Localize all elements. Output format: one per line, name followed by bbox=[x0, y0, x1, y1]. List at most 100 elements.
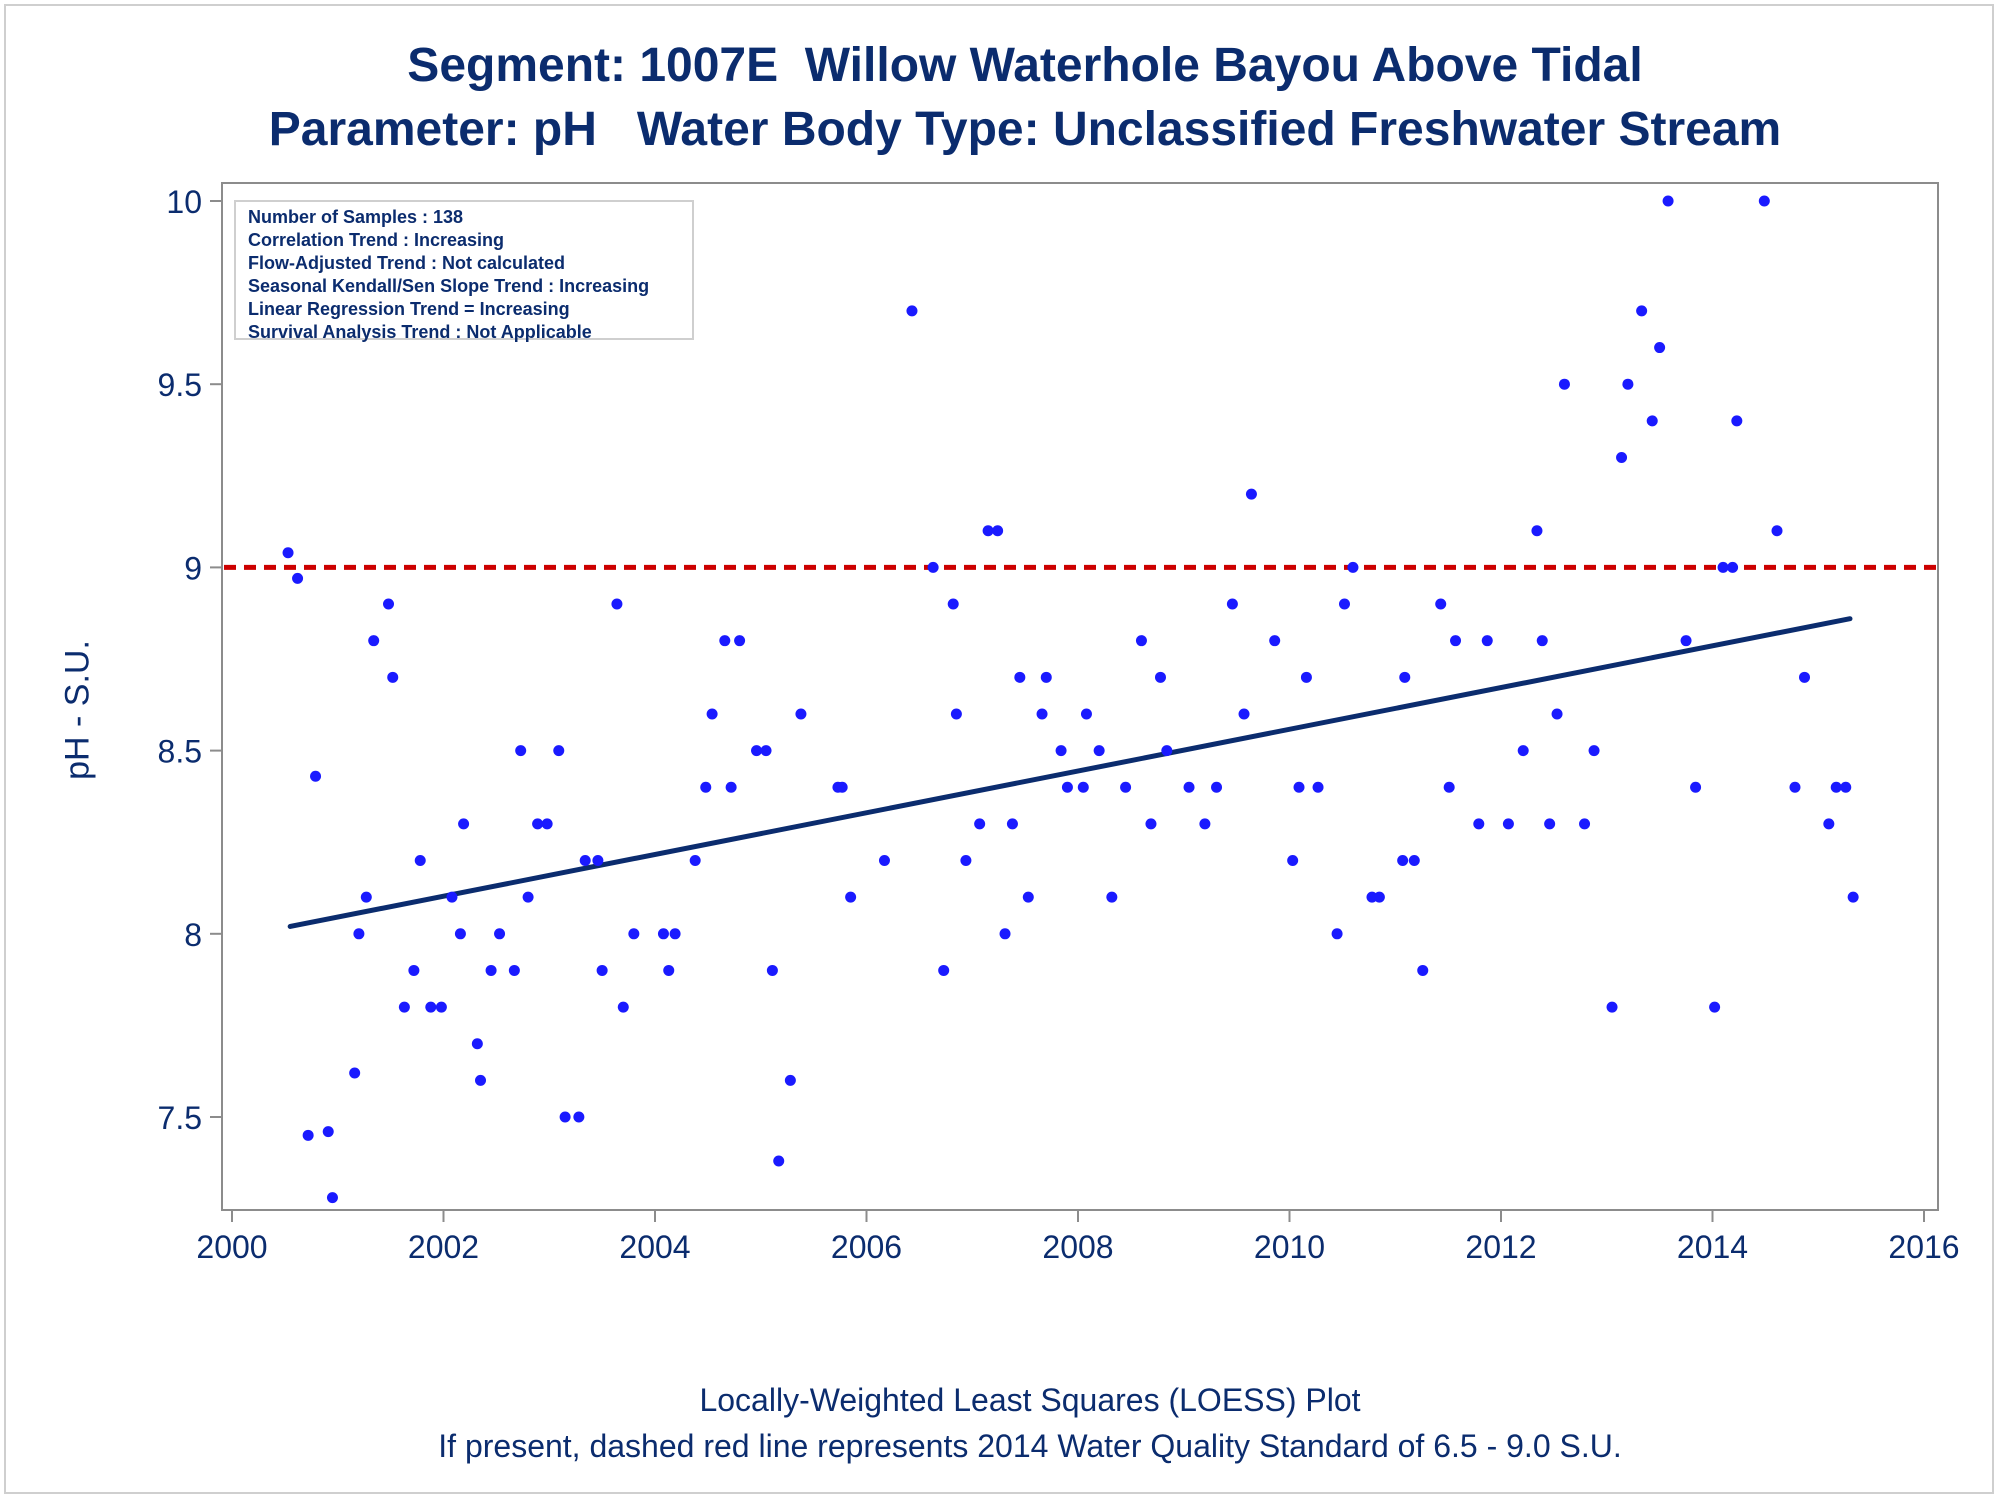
data-point bbox=[1830, 781, 1842, 793]
data-point bbox=[1758, 195, 1770, 207]
data-point bbox=[700, 781, 712, 793]
data-point bbox=[1269, 635, 1281, 647]
data-point bbox=[1558, 378, 1570, 390]
data-point bbox=[592, 855, 604, 867]
data-point bbox=[1435, 598, 1447, 610]
x-tick-label: 2010 bbox=[1254, 1229, 1325, 1265]
data-point bbox=[836, 781, 848, 793]
data-point bbox=[1120, 781, 1132, 793]
data-point bbox=[1606, 1001, 1618, 1013]
data-point bbox=[1080, 708, 1092, 720]
data-point bbox=[1014, 671, 1026, 683]
footnote-standard: If present, dashed red line represents 2… bbox=[438, 1428, 1622, 1464]
data-point bbox=[719, 635, 731, 647]
data-point bbox=[1481, 635, 1493, 647]
data-point bbox=[663, 964, 675, 976]
data-point bbox=[353, 928, 365, 940]
data-point bbox=[1183, 781, 1195, 793]
data-point bbox=[1145, 818, 1157, 830]
data-point bbox=[1622, 378, 1634, 390]
data-point bbox=[1077, 781, 1089, 793]
data-point bbox=[1690, 781, 1702, 793]
y-axis-label: pH - S.U. bbox=[58, 640, 97, 780]
data-point bbox=[1717, 561, 1729, 573]
y-tick-label: 8.5 bbox=[158, 734, 202, 770]
data-point bbox=[1199, 818, 1211, 830]
data-point bbox=[766, 964, 778, 976]
x-tick-label: 2014 bbox=[1677, 1229, 1748, 1265]
stat-seasonal-kendall-trend: Seasonal Kendall/Sen Slope Trend : Incre… bbox=[248, 276, 650, 296]
data-point bbox=[1287, 855, 1299, 867]
data-point bbox=[1331, 928, 1343, 940]
data-point bbox=[485, 964, 497, 976]
data-point bbox=[1036, 708, 1048, 720]
data-point bbox=[573, 1111, 585, 1123]
data-point bbox=[773, 1155, 785, 1167]
x-tick-label: 2004 bbox=[619, 1229, 690, 1265]
footnote-loess: Locally-Weighted Least Squares (LOESS) P… bbox=[699, 1382, 1361, 1418]
chart-frame bbox=[4, 4, 1994, 1494]
stat-correlation-trend: Correlation Trend : Increasing bbox=[248, 230, 505, 250]
data-point bbox=[1093, 745, 1105, 757]
data-point bbox=[1238, 708, 1250, 720]
plot-area-border bbox=[221, 182, 1939, 1211]
data-point bbox=[689, 855, 701, 867]
data-point bbox=[435, 1001, 447, 1013]
data-point bbox=[1517, 745, 1529, 757]
data-point bbox=[927, 561, 939, 573]
data-point bbox=[368, 635, 380, 647]
data-point bbox=[1373, 891, 1385, 903]
data-point bbox=[999, 928, 1011, 940]
data-point bbox=[1636, 305, 1648, 317]
data-point bbox=[1502, 818, 1514, 830]
stat-sample-count: Number of Samples : 138 bbox=[248, 207, 464, 227]
data-point bbox=[446, 891, 458, 903]
x-tick-label: 2012 bbox=[1465, 1229, 1536, 1265]
data-point bbox=[454, 928, 466, 940]
data-point bbox=[960, 855, 972, 867]
data-point bbox=[494, 928, 506, 940]
chart-title: Segment: 1007E Willow Waterhole Bayou Ab… bbox=[407, 39, 1643, 92]
y-tick-label: 9.5 bbox=[158, 367, 202, 403]
data-point bbox=[1847, 891, 1859, 903]
data-point bbox=[596, 964, 608, 976]
data-point bbox=[1840, 781, 1852, 793]
data-point bbox=[1789, 781, 1801, 793]
data-point bbox=[706, 708, 718, 720]
stat-linear-regression-trend: Linear Regression Trend = Increasing bbox=[248, 299, 570, 319]
stat-flow-adjusted-trend: Flow-Adjusted Trend : Not calculated bbox=[248, 253, 566, 273]
data-point bbox=[1040, 671, 1052, 683]
loess-trend-line bbox=[287, 616, 1853, 929]
data-point bbox=[760, 745, 772, 757]
data-point bbox=[611, 598, 623, 610]
data-point bbox=[1211, 781, 1223, 793]
data-point bbox=[1006, 818, 1018, 830]
y-tick-label: 7.5 bbox=[158, 1100, 202, 1136]
data-point bbox=[1022, 891, 1034, 903]
data-point bbox=[508, 964, 520, 976]
data-point bbox=[1616, 451, 1628, 463]
data-point bbox=[1293, 781, 1305, 793]
data-point bbox=[617, 1001, 629, 1013]
data-point bbox=[784, 1074, 796, 1086]
data-point bbox=[1727, 561, 1739, 573]
data-point bbox=[471, 1038, 483, 1050]
data-point bbox=[1654, 342, 1666, 354]
data-point bbox=[1536, 635, 1548, 647]
data-point bbox=[458, 818, 470, 830]
data-point bbox=[1799, 671, 1811, 683]
data-point bbox=[532, 818, 544, 830]
data-point bbox=[522, 891, 534, 903]
data-point bbox=[1399, 671, 1411, 683]
data-point bbox=[1443, 781, 1455, 793]
x-tick-label: 2002 bbox=[408, 1229, 479, 1265]
stat-survival-analysis-trend: Survival Analysis Trend : Not Applicable bbox=[248, 322, 592, 342]
data-point bbox=[1061, 781, 1073, 793]
data-point bbox=[1161, 745, 1173, 757]
data-point bbox=[326, 1192, 338, 1204]
data-point bbox=[310, 770, 322, 782]
data-point bbox=[541, 818, 553, 830]
data-point bbox=[1055, 745, 1067, 757]
data-point bbox=[628, 928, 640, 940]
chart-subtitle: Parameter: pH Water Body Type: Unclassif… bbox=[268, 103, 1782, 156]
